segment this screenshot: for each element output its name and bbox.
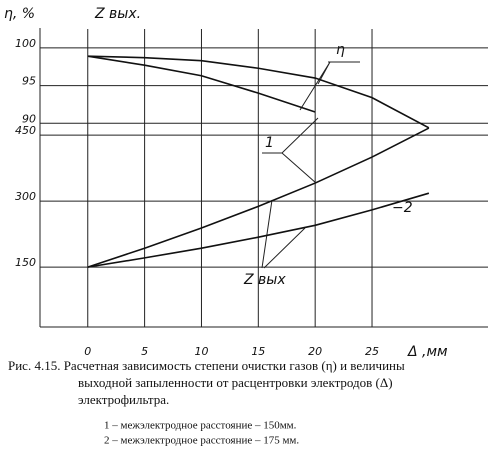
leader-line — [261, 199, 306, 269]
y-tick-label: 300 — [15, 190, 36, 203]
annotation: η — [336, 42, 345, 58]
y-tick-label: 90 — [22, 112, 36, 125]
line-series — [87, 55, 316, 113]
leader-line — [262, 117, 319, 184]
y2-axis-label: Z вых. — [94, 6, 141, 22]
annotation: Z вых — [243, 272, 286, 288]
y-axis-label: η, % — [4, 6, 35, 22]
note: 1 – межэлектродное расстояние – 150мм. — [104, 420, 297, 432]
y-tick-label: 100 — [15, 37, 36, 50]
x-tick-label: 20 — [308, 345, 322, 358]
x-tick-label: 25 — [365, 345, 379, 358]
x-axis-label: Δ ,мм — [407, 344, 448, 360]
y-tick-label: 150 — [15, 256, 36, 269]
x-tick-label: 5 — [141, 345, 148, 358]
line-series — [87, 127, 430, 268]
note: 2 – межэлектродное расстояние – 175 мм. — [104, 435, 299, 447]
y-tick-label: 95 — [22, 75, 36, 88]
line-series — [87, 192, 430, 268]
caption: электрофильтра. — [78, 392, 169, 407]
annotation: 1 — [265, 135, 274, 151]
caption: выходной запыленности от расцентровки эл… — [78, 375, 393, 390]
x-tick-label: 10 — [194, 345, 208, 358]
x-tick-label: 15 — [251, 345, 265, 358]
annotation: −2 — [392, 200, 413, 216]
y-tick-label: 450 — [15, 124, 36, 137]
caption: Рис. 4.15. Расчетная зависимость степени… — [8, 358, 405, 373]
line-series — [87, 55, 430, 129]
x-tick-label: 0 — [84, 345, 91, 358]
